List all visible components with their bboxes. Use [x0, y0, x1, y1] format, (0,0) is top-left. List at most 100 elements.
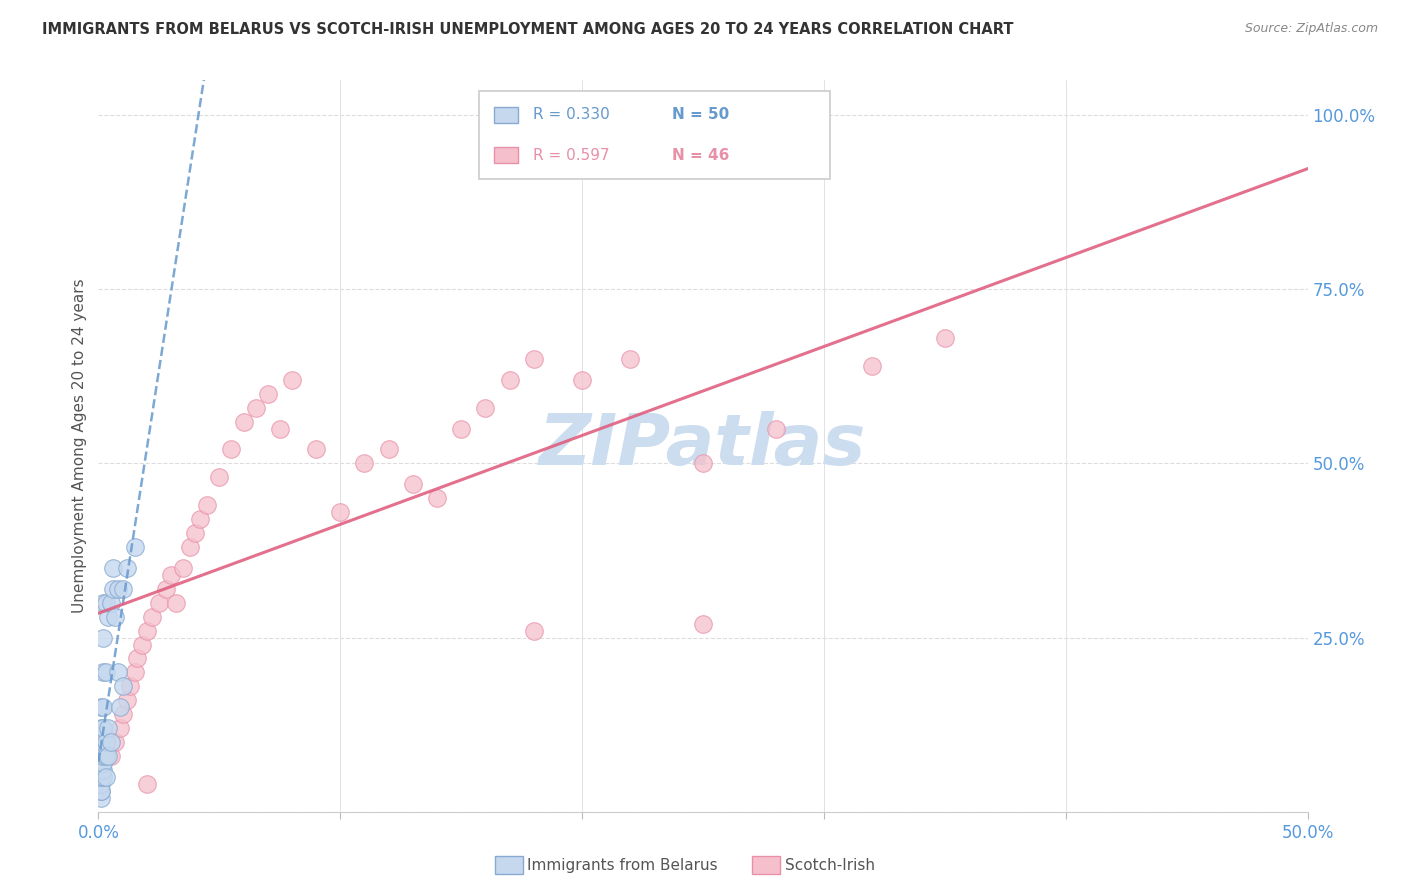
Point: [571, 373, 593, 387]
Point: [179, 540, 201, 554]
Text: Source: ZipAtlas.com: Source: ZipAtlas.com: [1244, 22, 1378, 36]
Point: [135, 624, 157, 638]
Point: [97, 721, 120, 735]
Point: [281, 373, 304, 387]
Point: [90, 770, 112, 784]
Point: [101, 582, 124, 596]
Point: [94, 735, 117, 749]
Text: R = 0.597: R = 0.597: [533, 148, 609, 163]
Point: [353, 457, 375, 471]
Point: [221, 442, 243, 457]
Point: [111, 707, 134, 722]
Point: [91, 700, 114, 714]
Point: [100, 749, 122, 764]
Point: [232, 415, 254, 429]
Point: [90, 756, 112, 770]
Point: [100, 596, 122, 610]
Y-axis label: Unemployment Among Ages 20 to 24 years: Unemployment Among Ages 20 to 24 years: [72, 278, 87, 614]
Point: [498, 373, 520, 387]
Point: [90, 784, 112, 798]
Point: [107, 582, 129, 596]
Point: [91, 631, 114, 645]
Point: [165, 596, 187, 610]
Point: [97, 609, 120, 624]
Point: [135, 777, 157, 791]
Point: [148, 596, 170, 610]
Point: [91, 749, 114, 764]
FancyBboxPatch shape: [479, 91, 830, 179]
Point: [172, 561, 194, 575]
Point: [94, 596, 117, 610]
Point: [117, 693, 139, 707]
Text: ZIPatlas: ZIPatlas: [540, 411, 866, 481]
Point: [305, 442, 328, 457]
Point: [97, 749, 120, 764]
Point: [765, 421, 787, 435]
Point: [269, 421, 291, 435]
Point: [90, 742, 112, 756]
Point: [426, 491, 449, 506]
Text: N = 46: N = 46: [672, 148, 728, 163]
Point: [91, 721, 114, 735]
Point: [377, 442, 399, 457]
Point: [934, 331, 956, 345]
Point: [127, 651, 149, 665]
Point: [94, 665, 117, 680]
Point: [450, 421, 472, 435]
Point: [619, 351, 641, 366]
Point: [90, 749, 112, 764]
Text: Immigrants from Belarus: Immigrants from Belarus: [527, 858, 718, 872]
Point: [90, 756, 112, 770]
Point: [90, 728, 112, 742]
Text: R = 0.330: R = 0.330: [533, 107, 609, 122]
Point: [104, 735, 127, 749]
Point: [523, 351, 546, 366]
Point: [104, 609, 127, 624]
Point: [188, 512, 211, 526]
Point: [90, 735, 112, 749]
Point: [90, 742, 112, 756]
Point: [91, 763, 114, 777]
Point: [141, 609, 163, 624]
Point: [256, 386, 278, 401]
Point: [329, 505, 352, 519]
Point: [208, 470, 231, 484]
Point: [245, 401, 267, 415]
Point: [160, 567, 183, 582]
Point: [90, 763, 112, 777]
Text: IMMIGRANTS FROM BELARUS VS SCOTCH-IRISH UNEMPLOYMENT AMONG AGES 20 TO 24 YEARS C: IMMIGRANTS FROM BELARUS VS SCOTCH-IRISH …: [42, 22, 1014, 37]
Point: [90, 749, 112, 764]
Point: [94, 770, 117, 784]
Point: [100, 735, 122, 749]
Point: [94, 749, 117, 764]
Point: [90, 728, 112, 742]
Point: [90, 735, 112, 749]
Point: [90, 763, 112, 777]
Point: [90, 700, 112, 714]
Bar: [494, 147, 517, 163]
Point: [91, 770, 114, 784]
Point: [111, 582, 134, 596]
Point: [155, 582, 177, 596]
Point: [118, 679, 141, 693]
Point: [90, 790, 112, 805]
Point: [692, 457, 714, 471]
Point: [91, 735, 114, 749]
Point: [131, 638, 153, 652]
Point: [117, 561, 139, 575]
Point: [91, 665, 114, 680]
Text: Scotch-Irish: Scotch-Irish: [785, 858, 875, 872]
Point: [90, 721, 112, 735]
Point: [91, 596, 114, 610]
Text: N = 50: N = 50: [672, 107, 728, 122]
Point: [523, 624, 546, 638]
Point: [195, 498, 218, 512]
Bar: [494, 107, 517, 123]
Point: [108, 700, 131, 714]
Point: [692, 616, 714, 631]
Point: [402, 477, 425, 491]
Point: [860, 359, 883, 373]
Point: [474, 401, 496, 415]
Point: [184, 526, 207, 541]
Point: [91, 756, 114, 770]
